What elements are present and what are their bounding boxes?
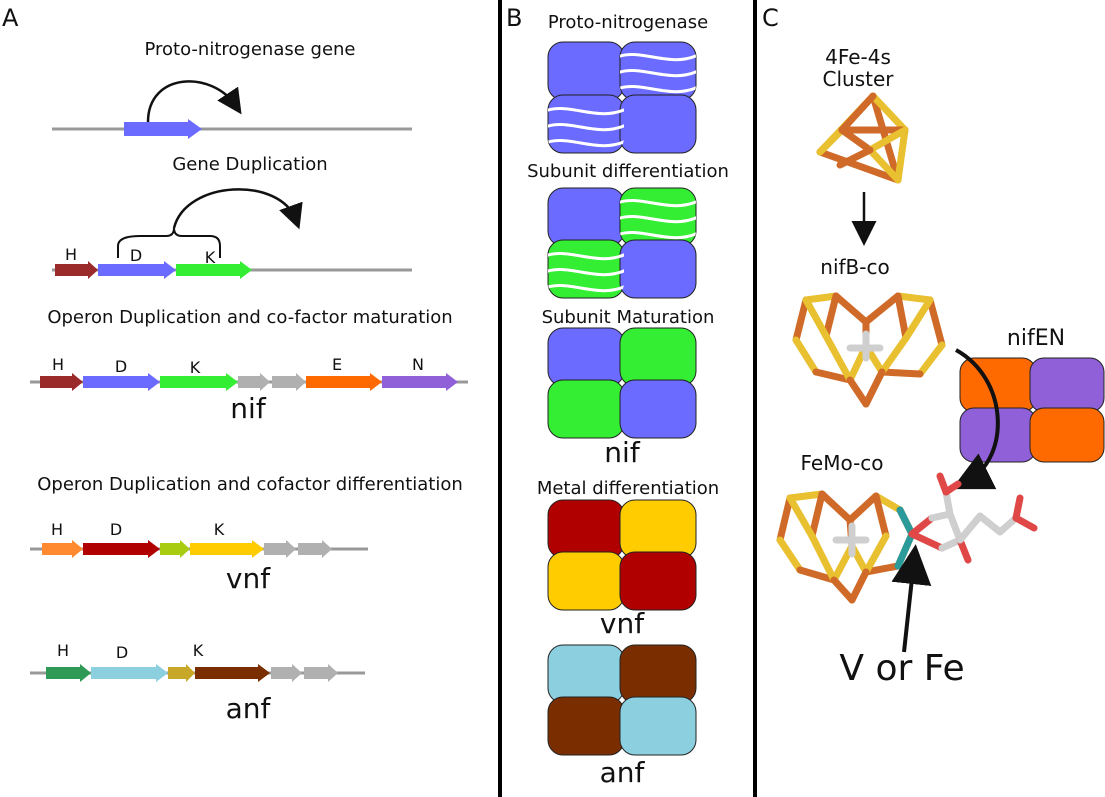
- nif-complex-name: nif: [604, 436, 641, 469]
- anf-mid-arrow: [168, 664, 195, 682]
- anf-d-arrow: [91, 664, 168, 682]
- nif-label-d: D: [115, 357, 127, 376]
- panel-c-letter: C: [762, 4, 779, 32]
- vnf-gray-arrow-1: [264, 540, 296, 558]
- nif-gray-arrow-2: [272, 373, 306, 391]
- gene-d-arrow: [98, 261, 176, 279]
- anf-operon-name: anf: [226, 692, 272, 725]
- cluster-label-line2: Cluster: [823, 67, 895, 91]
- nif-label-n: N: [412, 355, 424, 374]
- femo-co-label: FeMo-co: [800, 451, 883, 475]
- vnf-k-arrow: [190, 540, 264, 558]
- vnf-mid-arrow: [160, 540, 190, 558]
- vnf-operon-name: vnf: [226, 562, 271, 595]
- nif-h-arrow: [40, 373, 83, 391]
- nif-n-arrow: [382, 373, 458, 391]
- panel-b-letter: B: [506, 4, 522, 32]
- nif-gray-arrow-1: [238, 373, 270, 391]
- anf-h-arrow: [46, 664, 91, 682]
- step-2-caption: Gene Duplication: [172, 154, 327, 175]
- anf-label-d: D: [116, 643, 128, 662]
- proto-gene-arrow: [124, 119, 202, 139]
- vnf-h-arrow: [42, 540, 83, 558]
- nif-operon-name: nif: [230, 392, 267, 425]
- stage-3-caption: Subunit Maturation: [542, 307, 715, 328]
- nif-d-arrow: [83, 373, 160, 391]
- label-h-2: H: [65, 245, 77, 264]
- vnf-d-arrow: [83, 540, 160, 558]
- gene-k-arrow: [176, 261, 252, 279]
- nifb-co-label: nifB-co: [820, 255, 889, 279]
- panel-a-letter: A: [2, 4, 19, 32]
- proto-gene-track: [52, 80, 412, 139]
- femo-co-cluster: [776, 472, 1038, 604]
- stage-4-caption: Metal differentiation: [537, 478, 719, 499]
- anf-complex-name: anf: [600, 756, 646, 789]
- step-1-caption: Proto-nitrogenase gene: [144, 39, 355, 60]
- fe4s4-cluster: [816, 92, 909, 184]
- gene-h-arrow: [55, 261, 98, 279]
- subunit-differentiation-complex: [547, 187, 697, 299]
- cluster-label-line1: 4Fe-4s: [825, 45, 891, 69]
- nif-e-arrow: [306, 373, 382, 391]
- vnf-operon-track: [30, 540, 368, 558]
- duplication-arrow-1: [146, 80, 242, 123]
- label-k-2: K: [205, 248, 216, 267]
- proto-nitrogenase-complex: [547, 41, 697, 154]
- vnf-label-d: D: [110, 520, 122, 539]
- vnf-gray-arrow-2: [298, 540, 332, 558]
- anf-label-h: H: [57, 641, 69, 660]
- vnf-complex-name: vnf: [600, 607, 645, 640]
- anf-operon-track: [30, 664, 365, 682]
- nif-complex: [547, 327, 697, 439]
- stage-2-caption: Subunit differentiation: [527, 161, 729, 182]
- anf-complex: [547, 644, 697, 756]
- vnf-label-k: K: [214, 520, 225, 539]
- vnf-complex: [547, 499, 697, 611]
- step-4-caption: Operon Duplication and cofactor differen…: [37, 474, 463, 495]
- metal-label: V or Fe: [839, 648, 964, 689]
- anf-gray-arrow-2: [304, 664, 338, 682]
- nif-label-k: K: [190, 358, 201, 377]
- label-d-2: D: [130, 246, 142, 265]
- nifen-label: nifEN: [1007, 326, 1065, 351]
- gene-duplication-track: [52, 188, 412, 279]
- nifb-co-cluster: [792, 292, 946, 408]
- nifen-maturation-arrow: [951, 348, 1000, 490]
- vnf-label-h: H: [51, 520, 63, 539]
- nif-label-h: H: [52, 355, 64, 374]
- metal-insertion-arrow: [891, 544, 932, 653]
- nif-label-e: E: [332, 355, 342, 374]
- anf-gray-arrow-1: [271, 664, 302, 682]
- stage-1-caption: Proto-nitrogenase: [548, 12, 708, 33]
- step-3-caption: Operon Duplication and co-factor maturat…: [47, 307, 452, 328]
- nif-operon-track: [30, 373, 468, 391]
- nif-k-arrow: [160, 373, 238, 391]
- anf-k-arrow: [195, 664, 270, 682]
- anf-label-k: K: [193, 641, 204, 660]
- duplication-arrow-2: [172, 188, 303, 230]
